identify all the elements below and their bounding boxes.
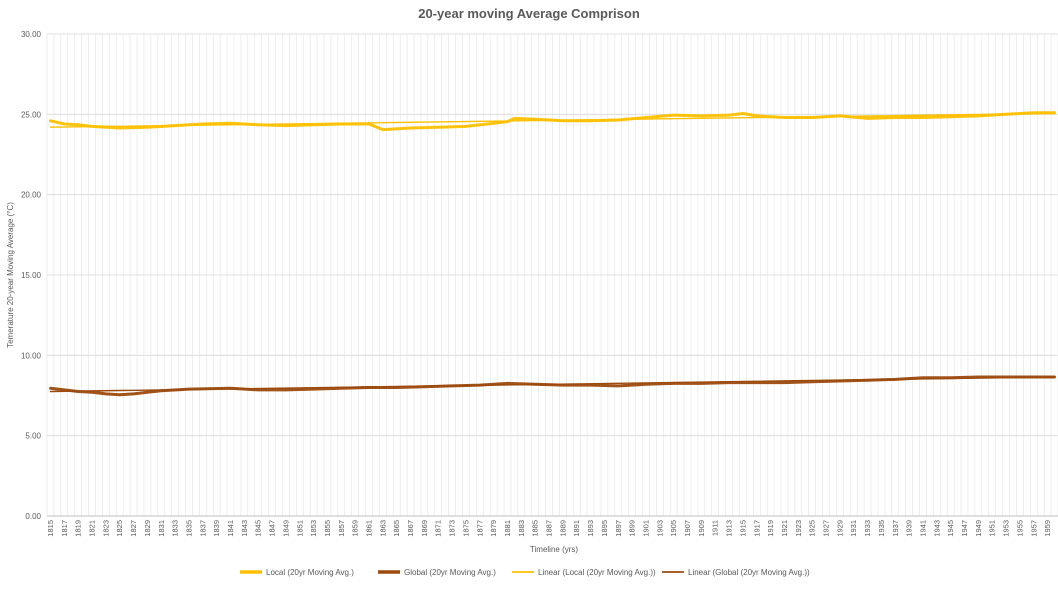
x-tick-label: 1895 [600,520,609,537]
x-tick-label: 1867 [406,520,415,537]
x-tick-label: 1911 [711,520,720,536]
x-tick-label: 1903 [655,520,664,537]
series-line-2 [49,112,1056,128]
x-tick-label: 1893 [586,520,595,537]
series-line-3 [49,376,1056,393]
x-tick-label: 1909 [697,520,706,537]
x-tick-label: 1929 [835,520,844,537]
x-tick-label: 1953 [1002,520,1011,537]
series-lines [49,111,1056,397]
y-tick-label: 15.00 [21,271,42,280]
x-tick-label: 1873 [448,520,457,537]
x-tick-label: 1817 [60,520,69,537]
legend-label-3: Linear (Global (20yr Moving Avg.)) [688,568,810,577]
x-tick-label: 1853 [309,520,318,537]
x-tick-label: 1849 [281,520,290,537]
x-tick-label: 1825 [115,520,124,537]
x-tick-label: 1889 [558,520,567,537]
x-tick-label: 1869 [420,520,429,537]
x-tick-label: 1839 [212,520,221,537]
x-tick-label: 1917 [752,520,761,537]
legend-label-1: Global (20yr Moving Avg.) [404,568,496,577]
x-tick-label: 1821 [88,520,97,537]
legend-label-0: Local (20yr Moving Avg.) [266,568,354,577]
y-tick-label: 10.00 [21,351,42,360]
x-tick-label: 1897 [614,520,623,537]
x-tick-label: 1819 [74,520,83,537]
x-tick-label: 1905 [669,520,678,537]
y-tick-label: 25.00 [21,110,42,119]
x-tick-label: 1871 [434,520,443,537]
y-axis-title: Temerature 20-year Moving Average (°C) [6,202,15,348]
x-tick-label: 1949 [974,520,983,537]
x-tick-label: 1933 [863,520,872,537]
x-tick-label: 1877 [475,520,484,537]
x-tick-label: 1945 [946,520,955,537]
x-tick-label: 1887 [545,520,554,537]
x-tick-label: 1931 [849,520,858,537]
x-tick-label: 1879 [489,520,498,537]
series-line-0 [49,111,1056,132]
x-tick-label: 1937 [891,520,900,537]
x-tick-label: 1951 [988,520,997,537]
x-tick-label: 1845 [254,520,263,537]
x-tick-label: 1831 [157,520,166,537]
y-tick-label: 30.00 [21,30,42,39]
x-tick-label: 1941 [918,520,927,537]
x-tick-label: 1875 [461,520,470,537]
x-tick-label: 1955 [1015,520,1024,537]
x-tick-label: 1837 [198,520,207,537]
x-tick-label: 1861 [364,520,373,537]
x-tick-label: 1881 [503,520,512,537]
x-tick-label: 1899 [628,520,637,537]
x-tick-label: 1843 [240,520,249,537]
x-tick-label: 1923 [794,520,803,537]
x-tick-label: 1885 [531,520,540,537]
x-tick-label: 1841 [226,520,235,537]
axes: 0.00 5.00 10.00 15.00 20.00 25.00 30.00 1815 181… [21,30,1058,537]
x-tick-label: 1891 [572,520,581,537]
y-tick-label: 20.00 [21,191,42,200]
legend-label-2: Linear (Local (20yr Moving Avg.)) [538,568,656,577]
x-tick-label: 1851 [295,520,304,537]
y-tick-label: 0.00 [25,512,41,521]
y-tick-label: 5.00 [25,432,41,441]
x-tick-label: 1815 [46,520,55,537]
x-tick-label: 1863 [378,520,387,537]
x-tick-label: 1835 [184,520,193,537]
x-tick-label: 1927 [822,520,831,537]
x-tick-label: 1857 [337,520,346,537]
x-tick-label: 1883 [517,520,526,537]
x-tick-label: 1943 [932,520,941,537]
x-tick-label: 1939 [905,520,914,537]
legend: Local (20yr Moving Avg.) Global (20yr Mov… [240,568,810,577]
x-tick-label: 1827 [129,520,138,537]
x-tick-label: 1855 [323,520,332,537]
x-tick-label: 1915 [738,520,747,537]
chart-title: 20-year moving Average Comprison [418,6,640,21]
x-tick-label: 1957 [1029,520,1038,537]
x-tick-label: 1913 [725,520,734,537]
x-tick-label: 1901 [641,520,650,537]
x-tick-label: 1823 [101,520,110,537]
x-tick-label: 1833 [171,520,180,537]
x-tick-label: 1859 [351,520,360,537]
x-tick-label: 1865 [392,520,401,537]
x-tick-label: 1919 [766,520,775,537]
gridlines [46,33,1058,517]
x-tick-label: 1921 [780,520,789,537]
x-tick-label: 1959 [1043,520,1052,537]
x-tick-label: 1947 [960,520,969,537]
x-tick-label: 1829 [143,520,152,537]
x-tick-label: 1935 [877,520,886,537]
x-tick-label: 1925 [808,520,817,537]
x-tick-label: 1907 [683,520,692,537]
x-axis-title: Timeline (yrs) [530,545,578,554]
x-tick-label: 1847 [268,520,277,537]
